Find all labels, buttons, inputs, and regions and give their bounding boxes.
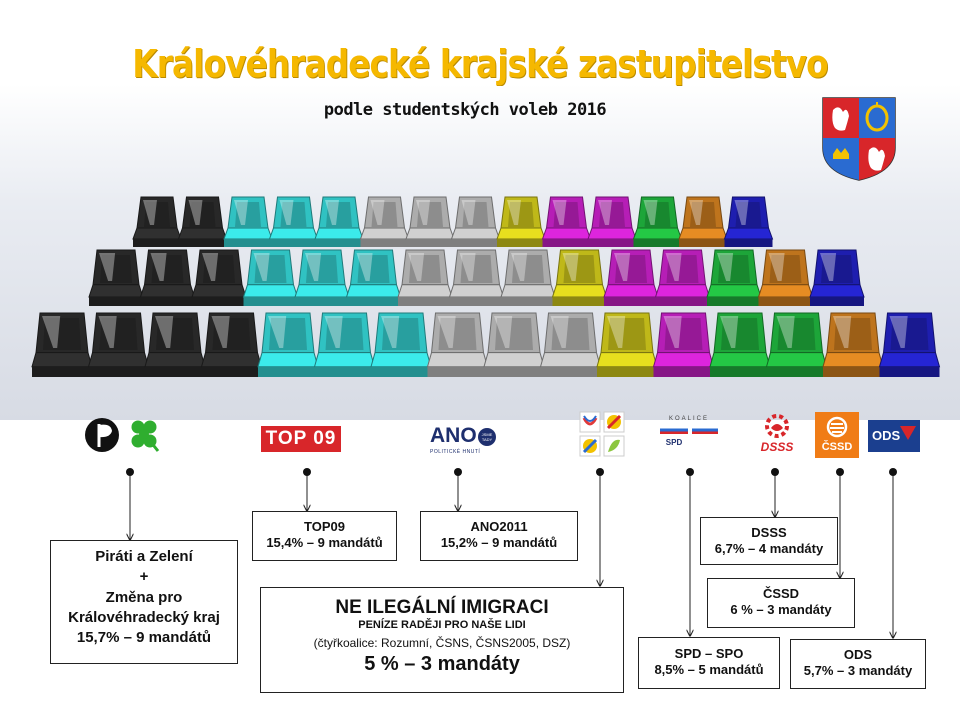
cssd-label: ČSSD 6 % – 3 mandáty <box>707 578 855 628</box>
seat <box>652 312 715 377</box>
ano-sub-text: POLITICKÉ HNUTÍ <box>430 449 481 455</box>
ne-ilegalni-imigraci-logo <box>579 411 625 457</box>
pirati-zeleni-logo <box>85 418 160 452</box>
seat <box>822 312 884 377</box>
ano-badge: JSME TADY <box>478 428 496 446</box>
dsss-logo: DSSS <box>754 412 800 456</box>
seat <box>359 196 410 247</box>
seat <box>200 312 263 377</box>
slide-subtitle: podle studentských voleb 2016 <box>323 100 607 120</box>
cssd-logo: ČSSD <box>815 412 859 458</box>
seat <box>632 196 683 247</box>
slide-title: Královéhradecké krajské zastupitelstvo <box>132 42 828 86</box>
ano2011-label: ANO2011 15,2% – 9 mandátů <box>420 511 578 561</box>
seat <box>242 249 299 306</box>
seat <box>500 249 556 306</box>
spd-text: SPD <box>665 438 683 447</box>
seat <box>345 249 402 306</box>
seat <box>587 196 637 247</box>
ods-label: ODS 5,7% – 3 mandáty <box>790 639 926 689</box>
seat <box>132 196 182 247</box>
seat <box>723 196 774 247</box>
seat <box>177 196 228 247</box>
seat <box>551 249 608 306</box>
seat <box>144 312 206 377</box>
ano-logo: ANO JSME TADY POLITICKÉ HNUTÍ <box>428 424 504 458</box>
seat <box>450 196 501 247</box>
seat <box>426 312 489 377</box>
seat <box>191 249 247 306</box>
seat <box>603 249 659 306</box>
pirati-zeleni-label: Piráti a Zelení + Změna pro Královéhrade… <box>50 540 238 664</box>
ano-logo-text: ANO <box>430 424 477 447</box>
seat <box>483 312 545 377</box>
top09-label: TOP09 15,4% – 9 mandátů <box>252 511 397 561</box>
seat <box>809 249 865 306</box>
seat <box>765 312 828 377</box>
seat <box>678 196 728 247</box>
seat <box>448 249 505 306</box>
seat <box>257 312 319 377</box>
seat <box>654 249 711 306</box>
seat <box>139 249 196 306</box>
seat <box>87 312 150 377</box>
seat <box>223 196 273 247</box>
seat <box>541 196 592 247</box>
ne-ilegalni-imigraci-label: NE ILEGÁLNÍ IMIGRACI PENÍZE RADĚJI PRO N… <box>260 587 624 693</box>
seat <box>313 312 376 377</box>
spd-spo-koalice: KOALICE <box>668 416 709 422</box>
seat <box>268 196 319 247</box>
seat <box>496 196 546 247</box>
clover-icon <box>131 420 160 452</box>
seat <box>405 196 455 247</box>
seat <box>539 312 602 377</box>
spd-spo-label: SPD – SPO 8,5% – 5 mandátů <box>638 637 780 689</box>
seat <box>709 312 771 377</box>
parliament-seats <box>31 196 941 377</box>
coat-of-arms-icon <box>822 97 896 181</box>
top09-logo: TOP 09 <box>261 426 341 452</box>
seat <box>294 249 350 306</box>
top09-logo-text: TOP 09 <box>265 428 337 449</box>
spd-spo-logo: KOALICE SPD <box>658 416 720 456</box>
dsss-label: DSSS 6,7% – 4 mandáty <box>700 517 838 565</box>
seat <box>31 312 93 377</box>
seat <box>314 196 364 247</box>
seat <box>706 249 762 306</box>
seat <box>88 249 144 306</box>
seat <box>596 312 658 377</box>
seat <box>370 312 432 377</box>
ods-logo-text: ODS <box>872 428 901 443</box>
seat <box>397 249 453 306</box>
seat <box>757 249 814 306</box>
seat <box>878 312 941 377</box>
ods-logo: ODS <box>868 420 920 452</box>
cssd-logo-text: ČSSD <box>821 441 853 453</box>
dsss-logo-text: DSSS <box>760 440 794 454</box>
